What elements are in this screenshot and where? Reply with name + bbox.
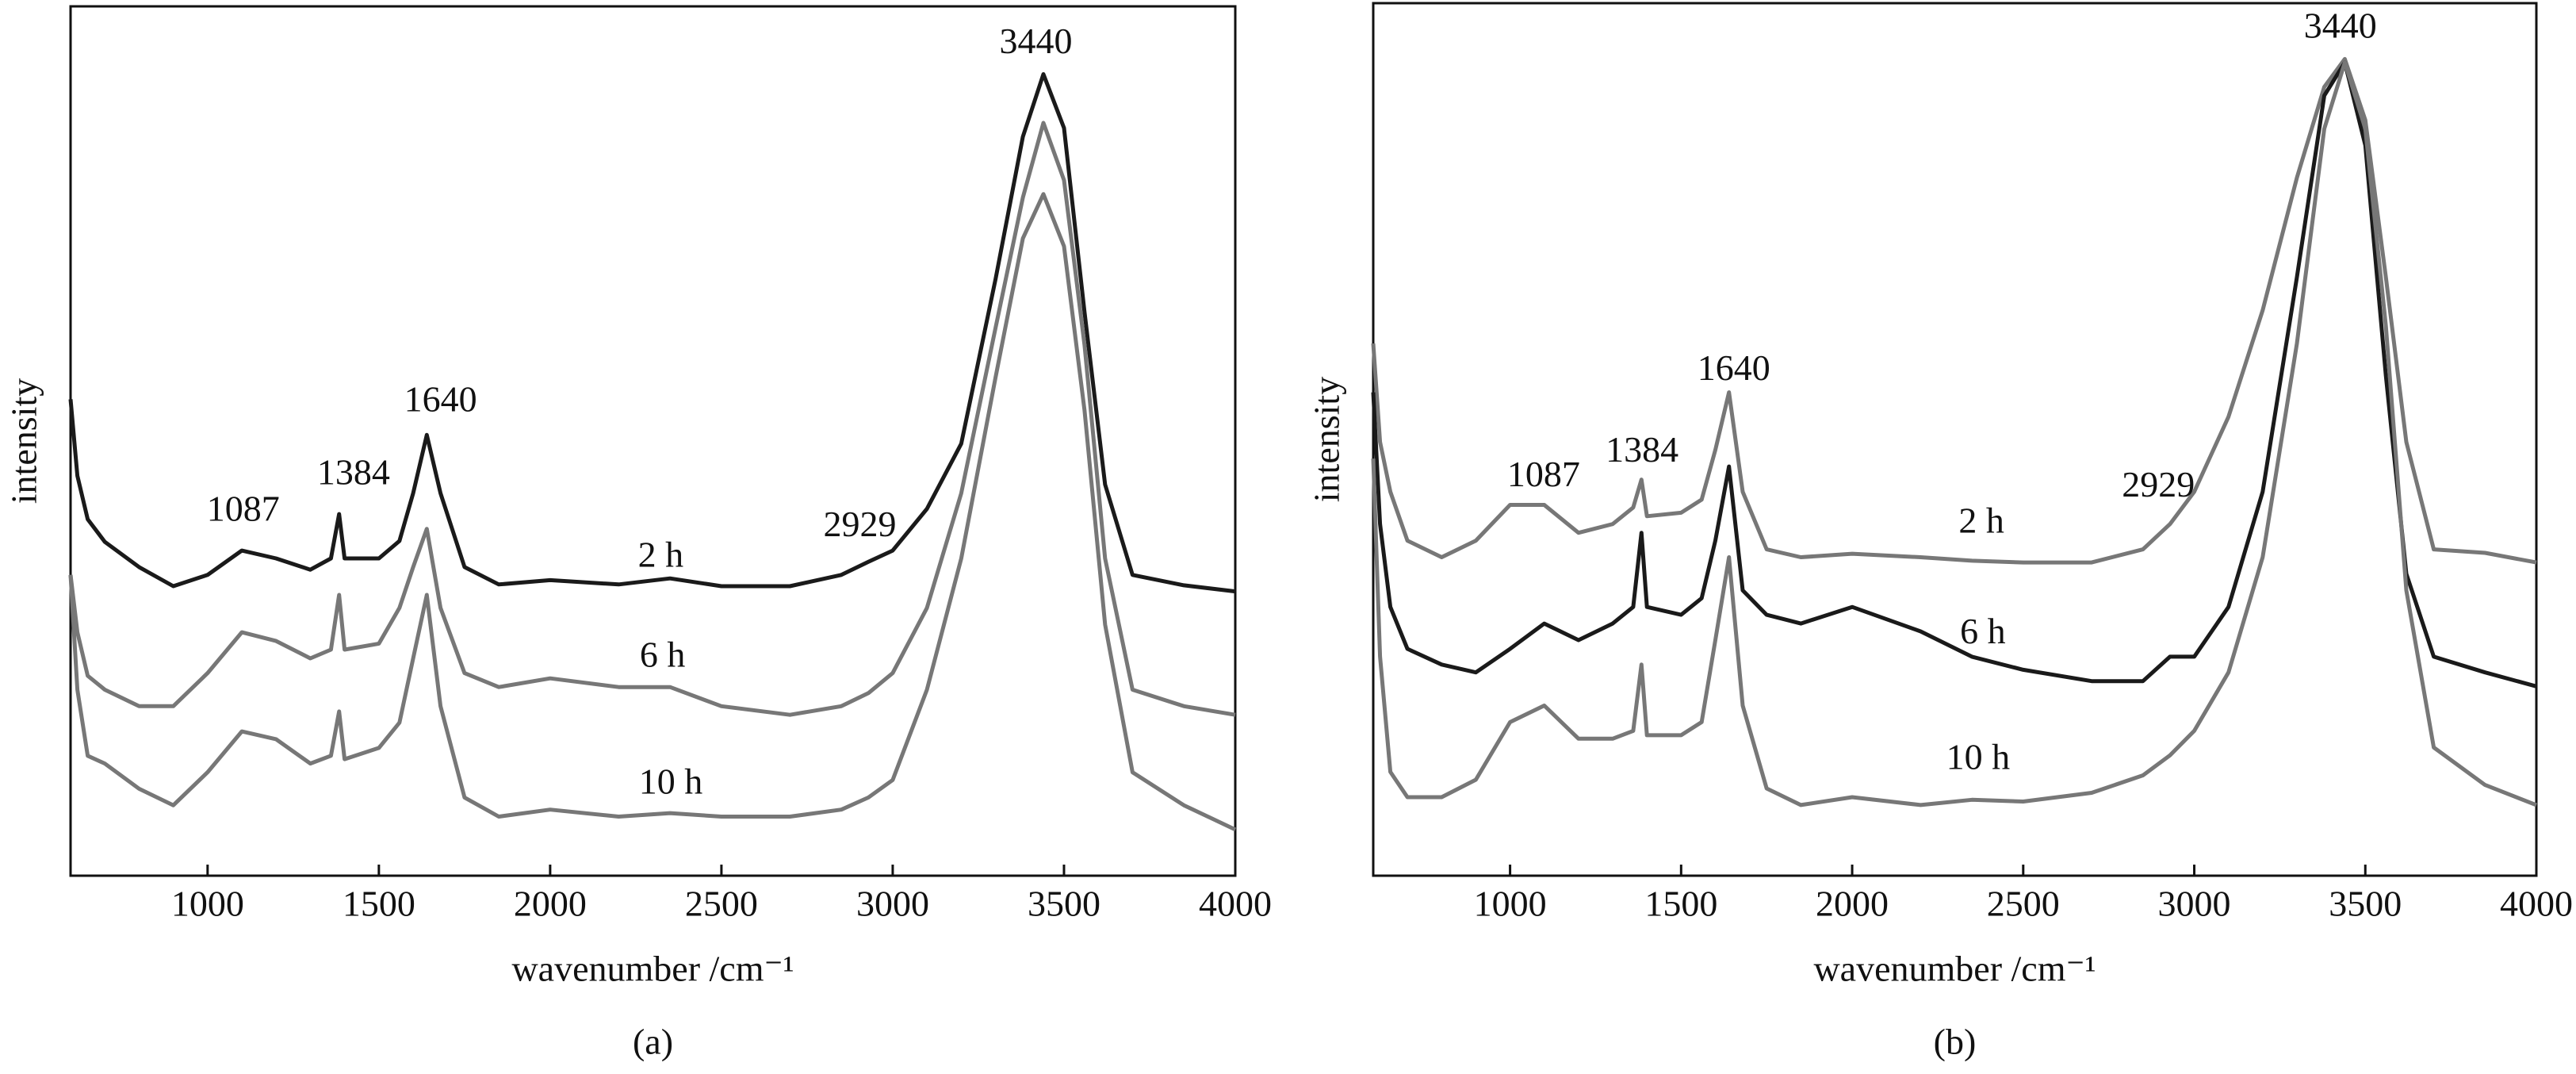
series-label: 10 h [1946,736,2011,777]
spectrum-line [1371,60,2537,689]
peak-label: 1384 [317,451,390,492]
x-tick-label: 2500 [685,884,758,924]
x-tick-label: 3000 [2158,884,2231,924]
peak-label: 3440 [2304,6,2377,46]
peak-label: 1087 [207,488,280,528]
panel-label: (a) [633,1022,673,1062]
spectrum-line [1371,60,2537,807]
x-axis-label: wavenumber /cm⁻¹ [511,949,794,989]
series-label: 10 h [639,761,703,802]
x-tick-label: 4000 [1199,884,1272,924]
x-tick-label: 3000 [856,884,929,924]
spectrum-line [68,72,1236,594]
x-axis-label: wavenumber /cm⁻¹ [1813,949,2096,989]
x-tick-label: 2000 [514,884,587,924]
series-label: 6 h [640,635,686,675]
peak-label: 3440 [1000,21,1073,61]
series-label: 6 h [1960,611,2006,651]
spectrum-line [68,121,1236,717]
plot-frame [69,5,1237,877]
x-tick-label: 4000 [2500,884,2573,924]
x-tick-label: 2000 [1816,884,1889,924]
plot-frame [1372,2,2538,877]
peak-label: 1087 [1507,454,1580,494]
peak-label: 2929 [823,504,896,544]
x-tick-label: 1500 [343,884,415,924]
series-label: 2 h [1958,500,2004,540]
peak-label: 1640 [404,378,477,419]
x-tick-label: 1000 [171,884,244,924]
series-label: 2 h [638,535,684,575]
x-tick-label: 3500 [1028,884,1100,924]
spectrum-line [68,192,1237,832]
panel-label: (b) [1934,1022,1977,1062]
peak-label: 2929 [2122,464,2195,504]
x-tick-label: 2500 [1987,884,2060,924]
y-axis-label: intensity [1307,377,1347,502]
peak-label: 1384 [1606,429,1678,470]
x-tick-label: 3500 [2329,884,2402,924]
x-tick-label: 1000 [1474,884,1547,924]
peak-label: 1640 [1698,347,1770,388]
spectrum-line [1371,56,2537,565]
y-axis-label: intensity [4,378,44,504]
x-tick-label: 1500 [1644,884,1717,924]
